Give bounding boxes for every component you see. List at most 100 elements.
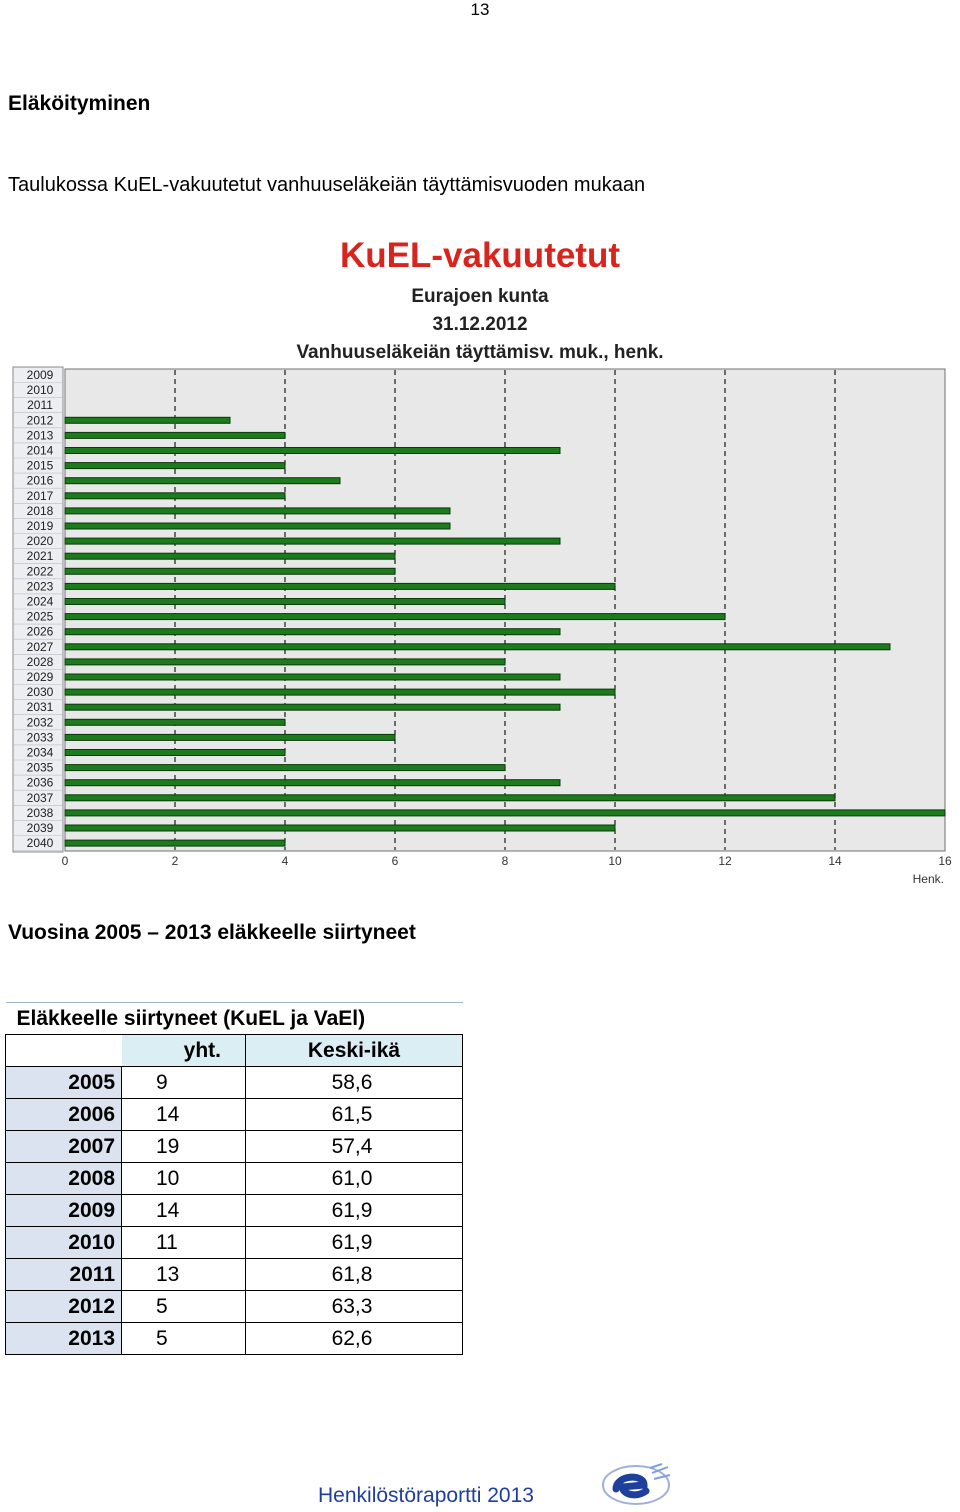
y-category-label: 2018 — [27, 504, 54, 518]
chart-bar — [64, 416, 231, 424]
chart-subtitle: Vanhuuseläkeiän täyttämisv. muk., henk. — [296, 342, 663, 363]
chart-bar — [64, 522, 451, 530]
count-cell: 14 — [121, 1098, 246, 1131]
year-cell: 2006 — [5, 1098, 122, 1131]
table-row: 2010 11 61,9 — [5, 1226, 463, 1259]
section-heading: Eläköityminen — [8, 92, 151, 115]
count-cell: 9 — [121, 1066, 246, 1099]
y-category-label: 2031 — [27, 700, 54, 714]
y-category-label: 2034 — [27, 746, 54, 760]
y-category-label: 2015 — [27, 459, 54, 473]
x-tick-label: 12 — [718, 854, 732, 868]
year-cell: 2011 — [5, 1258, 122, 1291]
count-cell: 5 — [121, 1322, 246, 1355]
y-category-label: 2023 — [27, 579, 54, 593]
chart-bar — [64, 749, 286, 756]
x-tick-label: 14 — [828, 854, 842, 868]
header-cell-average-age: Keski-ikä — [245, 1034, 463, 1067]
year-cell: 2007 — [5, 1130, 122, 1163]
y-category-label: 2024 — [27, 595, 54, 609]
chart-bar — [64, 462, 286, 470]
chart-bar — [64, 492, 286, 500]
chart-bar — [64, 703, 561, 711]
age-cell: 57,4 — [245, 1130, 463, 1163]
e-logo-icon — [600, 1463, 674, 1507]
sub-heading: Vuosina 2005 – 2013 eläkkeelle siirtynee… — [8, 921, 416, 944]
x-tick-label: 10 — [608, 854, 622, 868]
age-cell: 58,6 — [245, 1066, 463, 1099]
age-cell: 61,9 — [245, 1226, 463, 1259]
chart-subtitle: Eurajoen kunta — [411, 286, 549, 307]
y-category-label: 2014 — [27, 444, 54, 458]
x-tick-label: 0 — [62, 854, 69, 868]
chart-bar — [64, 628, 561, 636]
y-category-label: 2036 — [27, 776, 54, 790]
chart-bar — [64, 643, 891, 651]
chart-title: KuEL-vakuutetut — [340, 236, 620, 275]
chart-bar — [64, 447, 561, 454]
chart-bar — [64, 552, 396, 560]
y-category-label: 2012 — [27, 413, 54, 427]
y-category-label: 2037 — [27, 791, 54, 805]
age-cell: 61,9 — [245, 1194, 463, 1227]
year-cell: 2013 — [5, 1322, 122, 1355]
chart-bar — [64, 673, 561, 681]
y-category-label: 2035 — [27, 761, 54, 775]
y-category-label: 2028 — [27, 655, 54, 669]
chart-bar — [64, 733, 396, 741]
count-cell: 10 — [121, 1162, 246, 1195]
chart-bar — [64, 567, 396, 575]
y-category-label: 2040 — [27, 836, 54, 850]
table-caption: Eläkkeelle siirtyneet (KuEL ja VaEl) — [5, 1002, 463, 1035]
y-category-label: 2013 — [27, 428, 54, 442]
header-cell-total: yht. — [121, 1034, 246, 1067]
x-tick-label: 4 — [282, 854, 289, 868]
chart-bar — [64, 794, 836, 802]
chart-bar — [64, 764, 506, 772]
age-cell: 63,3 — [245, 1290, 463, 1323]
year-cell: 2005 — [5, 1066, 122, 1099]
age-cell: 61,5 — [245, 1098, 463, 1131]
chart-subtitle: 31.12.2012 — [432, 314, 527, 335]
x-axis-label: Henk. — [913, 872, 944, 886]
header-cell-year — [5, 1034, 122, 1067]
footer-text: Henkilöstöraportti 2013 — [318, 1484, 534, 1507]
y-category-label: 2020 — [27, 534, 54, 548]
count-cell: 19 — [121, 1130, 246, 1163]
year-cell: 2009 — [5, 1194, 122, 1227]
table-row: 2005 9 58,6 — [5, 1066, 463, 1099]
year-cell: 2008 — [5, 1162, 122, 1195]
chart-bar — [64, 824, 616, 832]
y-category-label: 2010 — [27, 383, 54, 397]
table-row: 2007 19 57,4 — [5, 1130, 463, 1163]
y-category-label: 2025 — [27, 610, 54, 624]
age-cell: 62,6 — [245, 1322, 463, 1355]
retirement-age-chart: KuEL-vakuutetut Eurajoen kunta 31.12.201… — [10, 230, 955, 890]
y-category-label: 2039 — [27, 821, 54, 835]
category-label-panel — [12, 366, 64, 853]
chart-bar — [64, 477, 341, 485]
y-category-label: 2029 — [27, 670, 54, 684]
x-tick-label: 8 — [502, 854, 509, 868]
y-category-label: 2009 — [27, 368, 54, 382]
y-category-label: 2038 — [27, 806, 54, 820]
age-cell: 61,8 — [245, 1258, 463, 1291]
chart-bar — [64, 431, 286, 439]
chart-bar — [64, 613, 726, 621]
y-category-label: 2026 — [27, 625, 54, 639]
age-cell: 61,0 — [245, 1162, 463, 1195]
chart-bar — [64, 688, 616, 696]
count-cell: 14 — [121, 1194, 246, 1227]
x-tick-label: 16 — [938, 854, 952, 868]
chart-bar — [64, 598, 506, 605]
retirement-table: Eläkkeelle siirtyneet (KuEL ja VaEl) yht… — [5, 1002, 463, 1355]
y-category-label: 2011 — [27, 398, 53, 412]
page-number: 13 — [470, 0, 490, 19]
chart-bar — [64, 839, 286, 847]
y-category-label: 2030 — [27, 685, 54, 699]
count-cell: 5 — [121, 1290, 246, 1323]
table-row: 2012 5 63,3 — [5, 1290, 463, 1323]
table-row: 2009 14 61,9 — [5, 1194, 463, 1227]
chart-bar — [64, 809, 946, 817]
y-category-label: 2033 — [27, 730, 54, 744]
